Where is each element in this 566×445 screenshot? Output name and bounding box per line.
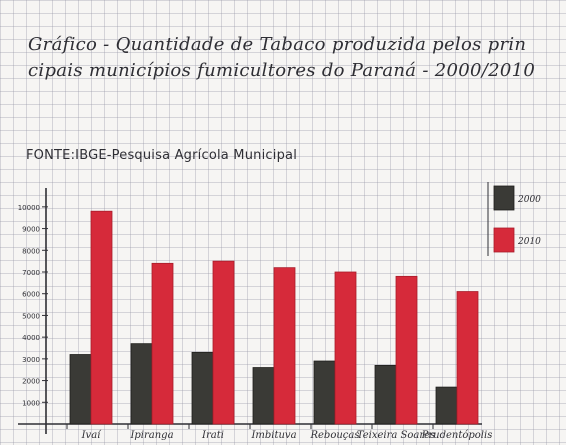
y-tick-label: 4000 xyxy=(22,334,40,342)
x-tick-label: Rebouças xyxy=(309,430,359,441)
x-tick-label: Prudentópolis xyxy=(421,430,493,441)
bar-2010-0 xyxy=(90,210,113,425)
x-tick-label: Ivaí xyxy=(81,430,103,441)
bar-2000-6 xyxy=(435,386,458,425)
y-tick-label: 7000 xyxy=(22,269,40,277)
bar-2010-2 xyxy=(212,260,235,425)
x-tick-label: Imbituva xyxy=(250,430,296,441)
bar-2000-0 xyxy=(69,354,92,425)
y-tick-label: 5000 xyxy=(22,312,40,320)
y-tick-label: 10000 xyxy=(18,204,40,212)
legend-swatch-2010 xyxy=(493,227,515,253)
bar-2010-4 xyxy=(334,271,357,425)
bar-2000-3 xyxy=(252,367,275,425)
y-tick-label: 2000 xyxy=(22,378,40,386)
bar-2010-1 xyxy=(151,262,174,425)
y-tick-label: 3000 xyxy=(22,356,40,364)
y-tick-label: 1000 xyxy=(22,399,40,407)
legend-swatch-2000 xyxy=(493,185,515,211)
y-tick-label: 8000 xyxy=(22,247,40,255)
chart-title-line-1: Gráfico - Quantidade de Tabaco produzida… xyxy=(28,34,527,55)
legend-label-2010: 2010 xyxy=(517,237,541,247)
bar-2000-4 xyxy=(313,360,336,425)
x-tick-label: Irati xyxy=(201,430,224,441)
y-tick-label: 6000 xyxy=(22,291,40,299)
y-tick-label: 9000 xyxy=(22,226,40,234)
bar-2010-3 xyxy=(273,267,296,425)
chart-title-line-2: cipais municípios fumicultores do Paraná… xyxy=(28,60,536,81)
bar-2000-1 xyxy=(130,343,153,425)
bar-2000-2 xyxy=(191,351,214,425)
bar-2000-5 xyxy=(374,364,397,425)
bar-2010-5 xyxy=(395,275,418,425)
chart-source: FONTE:IBGE-Pesquisa Agrícola Municipal xyxy=(26,148,298,163)
x-tick-label: Teixeira Soares xyxy=(357,430,435,441)
x-tick-label: Ipiranga xyxy=(129,430,173,441)
bar-2010-6 xyxy=(456,291,479,425)
legend-label-2000: 2000 xyxy=(517,195,541,205)
